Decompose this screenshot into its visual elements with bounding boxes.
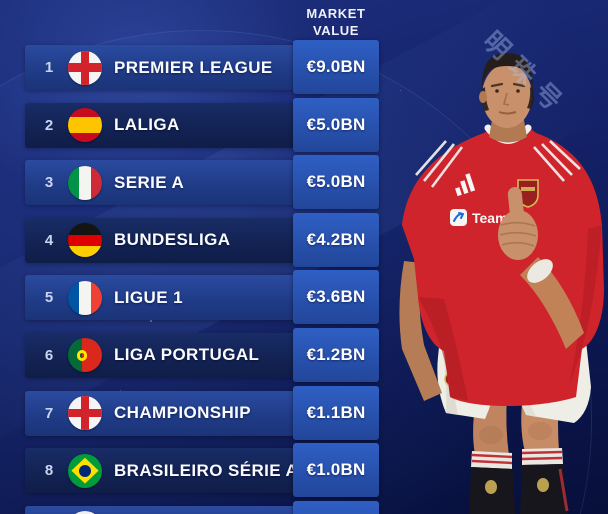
market-value-badge: €1.2BN <box>293 327 379 382</box>
rank-label: 7 <box>44 404 54 422</box>
rank-label: 1 <box>44 59 54 76</box>
league-name: BRASILEIRO SÉRIE A <box>114 460 299 480</box>
league-name: LIGUE 1 <box>114 287 183 307</box>
league-name: PREMIER LEAGUE <box>114 57 273 77</box>
league-name: SERIE A <box>114 172 185 192</box>
head <box>479 53 534 128</box>
flag-portugal-icon <box>68 338 102 373</box>
flag-england-icon <box>68 50 102 85</box>
rank-label: 5 <box>44 289 54 307</box>
flag-germany-icon <box>68 223 102 258</box>
league-row-bar <box>25 505 372 514</box>
rank-label: 4 <box>44 231 54 249</box>
rank-label: 8 <box>44 462 54 480</box>
league-row: 4 BUNDESLIGA €4.2BN <box>25 212 379 267</box>
thumbs-up-hand <box>498 187 538 260</box>
league-name: LIGA PORTUGAL <box>114 345 260 365</box>
league-name: LALIGA <box>114 115 180 135</box>
market-value-header-line2: VALUE <box>312 22 360 38</box>
league-row: 2 LALIGA €5.0BN <box>25 97 379 152</box>
flag-partial-icon <box>68 511 102 514</box>
league-name: CHAMPIONSHIP <box>114 403 252 423</box>
league-row: 1 PREMIER LEAGUE €9.0BN <box>25 40 379 94</box>
rank-label: 6 <box>44 346 54 364</box>
market-value-header-line1: MARKET <box>306 6 366 21</box>
market-value-badge: €9.0BN <box>293 40 379 94</box>
league-name: BUNDESLIGA <box>114 230 231 250</box>
league-row: 6 LIGA PORTUGAL €1.2BN <box>25 327 379 382</box>
adidas-shoulder-stripes <box>415 140 581 188</box>
league-row: 5 LIGUE 1 €3.6BN <box>25 270 379 325</box>
flag-italy-icon <box>68 165 102 200</box>
market-value-column-header: MARKET VALUE <box>293 6 379 40</box>
market-value-badge <box>293 500 379 514</box>
league-ranking-table: 1 PREMIER LEAGUE €9.0BN 2 LALIGA €5.0BN … <box>25 40 379 514</box>
market-value-badge: €3.6BN <box>293 270 379 325</box>
flag-spain-icon <box>68 108 102 143</box>
footballer-photo: TeamVi <box>399 53 604 514</box>
rank-label: 3 <box>44 174 54 192</box>
rank-label: 2 <box>44 116 54 134</box>
adidas-logo-icon <box>455 173 476 197</box>
left-arm <box>399 261 442 401</box>
league-row: 7 CHAMPIONSHIP €1.1BN <box>25 385 379 440</box>
wristband <box>527 259 553 283</box>
left-sock <box>469 451 515 514</box>
market-value-badge: €5.0BN <box>293 155 379 210</box>
market-value-badge: €5.0BN <box>293 97 379 152</box>
market-value-badge: €1.1BN <box>293 385 379 440</box>
market-value-badge: €1.0BN <box>293 443 379 498</box>
market-value-badge: €4.2BN <box>293 212 379 267</box>
flag-england-icon <box>68 396 102 431</box>
right-sock <box>520 448 569 514</box>
league-row <box>25 500 379 514</box>
league-row: 3 SERIE A €5.0BN <box>25 155 379 210</box>
league-row: 8 BRASILEIRO SÉRIE A €1.0BN <box>25 443 379 498</box>
flag-france-icon <box>68 280 102 315</box>
flag-brazil-icon <box>68 453 102 488</box>
